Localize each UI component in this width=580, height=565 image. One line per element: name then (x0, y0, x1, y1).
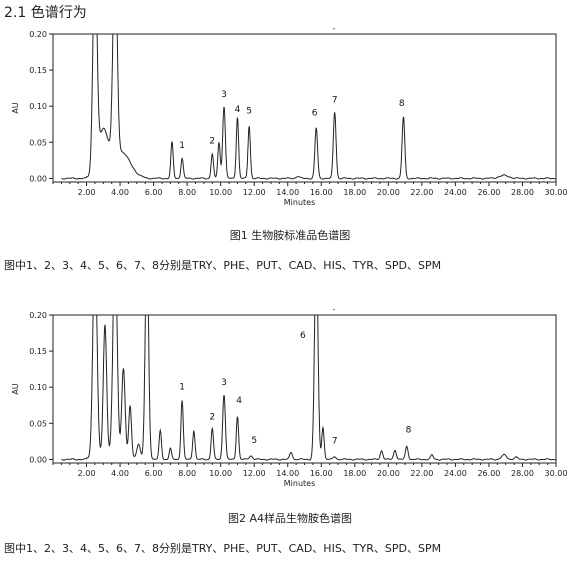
y-tick-label: 0.15 (29, 347, 47, 356)
peak-label: 3 (221, 90, 227, 100)
chart-2-caption: 图2 A4样品生物胺色谱图 (227, 512, 353, 525)
y-axis-label: AU (11, 102, 20, 113)
chart-1-caption: 图1 生物胺标准品色谱图 (229, 229, 351, 242)
y-tick-label: 0.10 (29, 383, 47, 392)
y-tick-label: 0.00 (29, 455, 47, 464)
x-tick-label: 30.00 (545, 469, 568, 478)
x-tick-label: 8.00 (178, 188, 196, 197)
peak-label: 1 (179, 141, 185, 151)
x-tick-label: 4.00 (111, 469, 129, 478)
chart-2-note: 图中1、2、3、4、5、6、7、8分别是TRY、PHE、PUT、CAD、HIS、… (4, 542, 442, 555)
peak-label: 7 (332, 96, 338, 106)
section-title: 2.1 色谱行为 (4, 5, 87, 21)
top-mark: - (333, 24, 336, 33)
x-tick-label: 14.00 (276, 188, 299, 197)
x-tick-label: 24.00 (444, 188, 467, 197)
chart-1-note: 图中1、2、3、4、5、6、7、8分别是TRY、PHE、PUT、CAD、HIS、… (4, 259, 442, 272)
x-tick-label: 30.00 (545, 188, 568, 197)
peak-label: 4 (236, 396, 242, 406)
chromatogram-trace (61, 34, 556, 180)
x-tick-label: 16.00 (310, 188, 333, 197)
peak-label: 6 (300, 331, 306, 341)
x-tick-label: 22.00 (410, 469, 433, 478)
x-tick-label: 14.00 (276, 469, 299, 478)
y-tick-label: 0.15 (29, 66, 47, 75)
x-axis-label: Minutes (284, 479, 316, 488)
x-axis-label: Minutes (284, 198, 316, 207)
x-tick-label: 26.00 (477, 469, 500, 478)
x-tick-label: 16.00 (310, 469, 333, 478)
peak-label: 8 (399, 99, 405, 109)
x-tick-label: 18.00 (343, 469, 366, 478)
peak-label: 7 (332, 437, 338, 447)
peak-label: 6 (312, 109, 318, 119)
chromatogram-trace (61, 315, 556, 461)
peak-label: 1 (179, 382, 185, 392)
peak-label: 2 (209, 413, 215, 423)
plot-frame (52, 33, 557, 183)
x-tick-label: 2.00 (78, 188, 96, 197)
peak-label: 4 (235, 105, 241, 115)
x-tick-label: 28.00 (511, 188, 534, 197)
x-tick-label: 12.00 (243, 469, 266, 478)
y-axis-label: AU (11, 383, 20, 394)
x-tick-label: 22.00 (410, 188, 433, 197)
peak-label: 5 (246, 106, 252, 116)
x-tick-label: 20.00 (377, 188, 400, 197)
chromatogram-chart-1: 0.00 0.05 0.10 0.15 0.20 AU 2.00 4.00 6.00 8.00 10… (11, 24, 568, 207)
chromatogram-chart-2: 0.00 0.05 0.10 0.15 0.20 AU 2.00 4.00 6.00 8.00 10… (11, 305, 568, 488)
x-tick-label: 10.00 (209, 188, 232, 197)
top-mark: - (333, 305, 336, 314)
y-tick-label: 0.20 (29, 30, 47, 39)
x-tick-label: 20.00 (377, 469, 400, 478)
x-tick-label: 28.00 (511, 469, 534, 478)
x-tick-label: 24.00 (444, 469, 467, 478)
y-tick-label: 0.00 (29, 174, 47, 183)
y-tick-label: 0.10 (29, 102, 47, 111)
y-tick-label: 0.05 (29, 419, 47, 428)
x-tick-label: 12.00 (243, 188, 266, 197)
x-tick-label: 26.00 (477, 188, 500, 197)
y-tick-label: 0.20 (29, 311, 47, 320)
x-tick-label: 18.00 (343, 188, 366, 197)
x-tick-label: 4.00 (111, 188, 129, 197)
x-tick-label: 8.00 (178, 469, 196, 478)
x-tick-label: 2.00 (78, 469, 96, 478)
peak-label: 8 (406, 426, 412, 436)
peak-label: 5 (251, 436, 257, 446)
y-tick-label: 0.05 (29, 138, 47, 147)
peak-label: 2 (209, 137, 215, 147)
x-tick-label: 6.00 (145, 188, 163, 197)
x-tick-label: 6.00 (145, 469, 163, 478)
peak-label: 3 (221, 378, 227, 388)
x-tick-label: 10.00 (209, 469, 232, 478)
